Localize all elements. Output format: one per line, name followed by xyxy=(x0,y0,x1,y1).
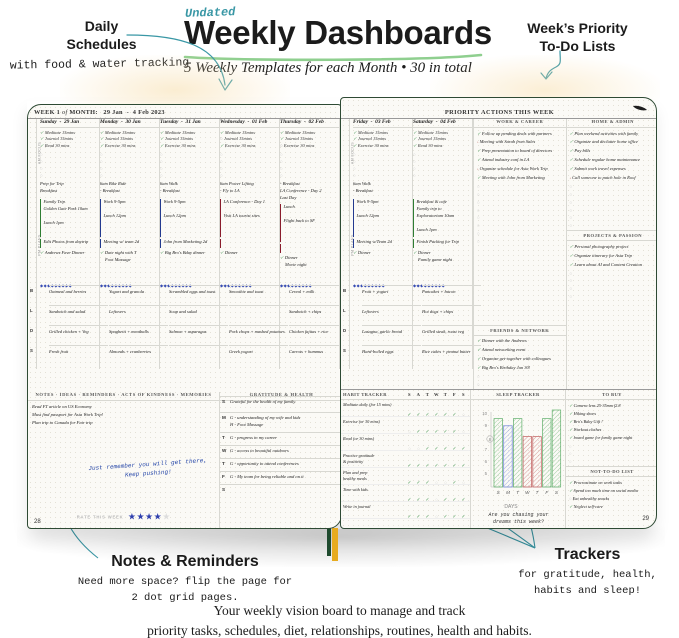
svg-text:W: W xyxy=(525,490,530,495)
svg-text:S: S xyxy=(555,490,559,495)
svg-text:M: M xyxy=(506,490,510,495)
svg-text:8: 8 xyxy=(489,437,492,442)
svg-text:6: 6 xyxy=(485,459,488,464)
svg-text:S: S xyxy=(497,490,501,495)
svg-text:7: 7 xyxy=(485,447,488,452)
svg-text:5: 5 xyxy=(485,471,488,476)
svg-text:F: F xyxy=(545,490,549,495)
svg-text:10: 10 xyxy=(482,411,487,416)
svg-text:T: T xyxy=(516,490,520,495)
svg-text:T: T xyxy=(536,490,540,495)
svg-text:9: 9 xyxy=(485,423,488,428)
svg-text:DAYS: DAYS xyxy=(504,504,518,510)
